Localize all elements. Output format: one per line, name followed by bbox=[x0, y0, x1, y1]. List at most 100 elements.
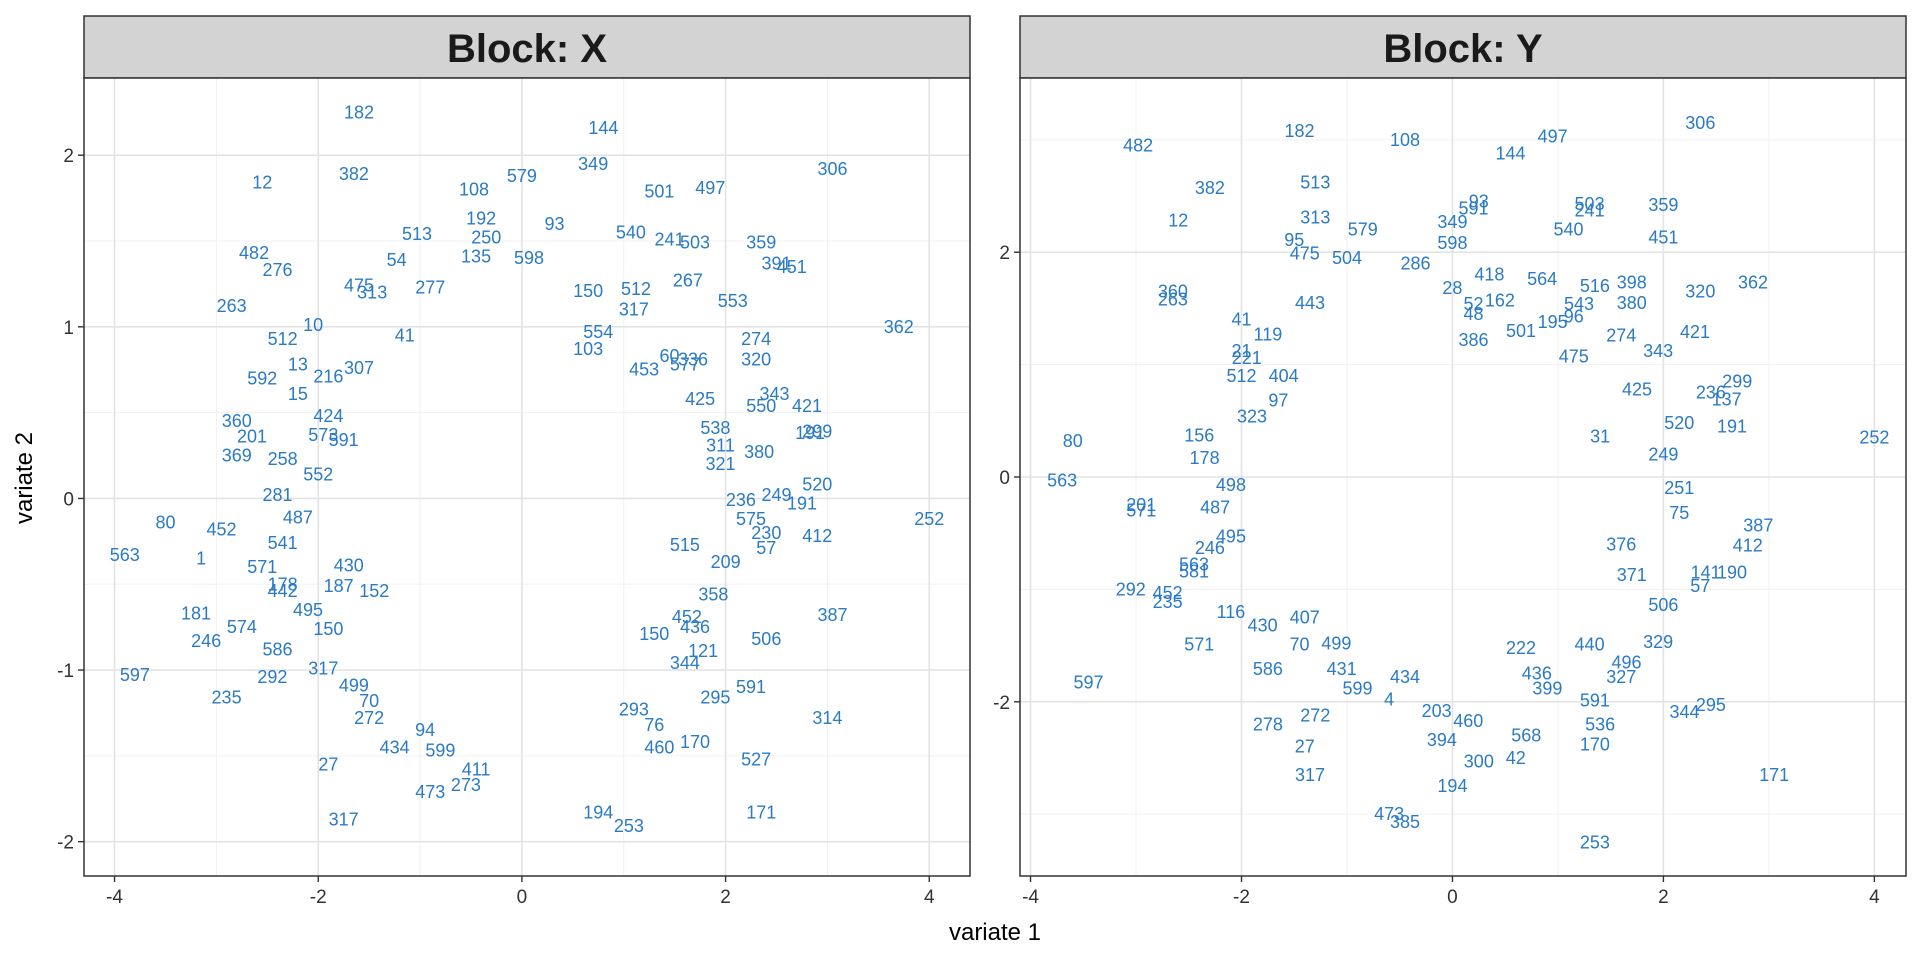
point-label: 452 bbox=[672, 607, 702, 627]
point-label: 349 bbox=[1437, 212, 1467, 232]
point-label: 520 bbox=[802, 475, 832, 495]
point-label: 236 bbox=[1696, 383, 1726, 403]
point-label: 506 bbox=[1648, 595, 1678, 615]
point-label: 321 bbox=[705, 454, 735, 474]
point-label: 317 bbox=[308, 658, 338, 678]
point-label: 499 bbox=[339, 676, 369, 696]
point-label: 252 bbox=[1859, 428, 1889, 448]
point-label: 272 bbox=[1300, 705, 1330, 725]
point-label: 512 bbox=[621, 279, 651, 299]
point-label: 327 bbox=[1606, 667, 1636, 687]
point-label: 121 bbox=[688, 641, 718, 661]
point-label: 431 bbox=[1327, 659, 1357, 679]
point-label: 541 bbox=[268, 533, 298, 553]
point-label: 496 bbox=[1611, 652, 1641, 672]
point-label: 550 bbox=[746, 396, 776, 416]
point-label: 221 bbox=[1232, 348, 1262, 368]
y-tick-label: -2 bbox=[993, 693, 1010, 714]
point-label: 152 bbox=[359, 581, 389, 601]
point-label: 41 bbox=[395, 325, 415, 345]
point-label: 451 bbox=[1648, 228, 1678, 248]
point-label: 108 bbox=[459, 180, 489, 200]
point-label: 577 bbox=[670, 355, 700, 375]
point-label: 70 bbox=[1289, 634, 1309, 654]
point-label: 320 bbox=[741, 349, 771, 369]
point-label: 313 bbox=[357, 283, 387, 303]
x-tick-label: 0 bbox=[1447, 887, 1458, 908]
point-label: 515 bbox=[670, 535, 700, 555]
point-label: 276 bbox=[262, 260, 292, 280]
point-label: 591 bbox=[1580, 691, 1610, 711]
point-label: 311 bbox=[706, 435, 735, 455]
point-label: 591 bbox=[1459, 198, 1489, 218]
plot-background bbox=[84, 78, 970, 876]
point-label: 329 bbox=[1643, 632, 1673, 652]
point-label: 597 bbox=[1074, 673, 1104, 693]
point-label: 571 bbox=[1184, 634, 1214, 654]
point-label: 222 bbox=[1506, 638, 1536, 658]
point-label: 70 bbox=[359, 691, 379, 711]
point-label: 451 bbox=[777, 257, 807, 277]
point-label: 382 bbox=[339, 164, 369, 184]
x-tick-label: -4 bbox=[1022, 887, 1039, 908]
point-label: 412 bbox=[802, 526, 832, 546]
point-label: 76 bbox=[644, 715, 664, 735]
point-label: 513 bbox=[1300, 173, 1330, 193]
point-label: 295 bbox=[700, 688, 730, 708]
point-label: 278 bbox=[1253, 714, 1283, 734]
point-label: 571 bbox=[1126, 501, 1156, 521]
point-label: 144 bbox=[1495, 143, 1525, 163]
point-label: 60 bbox=[660, 346, 680, 366]
point-label: 440 bbox=[1575, 634, 1605, 654]
point-label: 592 bbox=[247, 368, 277, 388]
point-label: 343 bbox=[759, 384, 789, 404]
point-label: 252 bbox=[914, 509, 944, 529]
point-label: 75 bbox=[1669, 503, 1689, 523]
point-label: 57 bbox=[1690, 576, 1710, 596]
point-label: 191 bbox=[795, 423, 825, 443]
point-label: 194 bbox=[1437, 776, 1467, 796]
point-label: 506 bbox=[751, 629, 781, 649]
point-label: 249 bbox=[1648, 445, 1678, 465]
point-label: 421 bbox=[792, 396, 822, 416]
point-label: 360 bbox=[1158, 282, 1188, 302]
point-label: 274 bbox=[1606, 325, 1636, 345]
point-label: 538 bbox=[700, 418, 730, 438]
point-label: 574 bbox=[227, 617, 257, 637]
point-label: 452 bbox=[1153, 583, 1183, 603]
point-label: 1 bbox=[196, 549, 206, 569]
point-label: 344 bbox=[1669, 702, 1699, 722]
point-label: 543 bbox=[1564, 294, 1594, 314]
point-label: 336 bbox=[678, 349, 708, 369]
point-label: 394 bbox=[1427, 730, 1457, 750]
point-label: 399 bbox=[1532, 678, 1562, 698]
point-label: 552 bbox=[303, 464, 333, 484]
point-label: 442 bbox=[268, 581, 298, 601]
point-label: 292 bbox=[257, 667, 287, 687]
panel-title: Block: Y bbox=[1383, 27, 1543, 71]
point-label: 10 bbox=[303, 315, 323, 335]
point-label: 171 bbox=[746, 803, 776, 823]
point-label: 571 bbox=[247, 557, 277, 577]
point-label: 277 bbox=[415, 277, 445, 297]
point-label: 263 bbox=[1158, 289, 1188, 309]
point-label: 42 bbox=[1506, 748, 1526, 768]
point-label: 443 bbox=[1295, 293, 1325, 313]
point-label: 253 bbox=[1580, 832, 1610, 852]
point-label: 241 bbox=[1575, 201, 1605, 221]
point-label: 598 bbox=[514, 248, 544, 268]
point-label: 150 bbox=[639, 624, 669, 644]
strip-background bbox=[83, 15, 971, 79]
point-label: 80 bbox=[155, 512, 175, 532]
point-label: 182 bbox=[1284, 121, 1314, 141]
point-label: 598 bbox=[1437, 233, 1467, 253]
point-label: 317 bbox=[329, 809, 359, 829]
point-label: 190 bbox=[1717, 563, 1747, 583]
point-label: 236 bbox=[726, 490, 756, 510]
point-label: 192 bbox=[466, 209, 496, 229]
point-label: 436 bbox=[1522, 664, 1552, 684]
point-label: 358 bbox=[698, 585, 728, 605]
y-tick-label: 1 bbox=[63, 318, 74, 339]
point-label: 579 bbox=[1348, 220, 1378, 240]
